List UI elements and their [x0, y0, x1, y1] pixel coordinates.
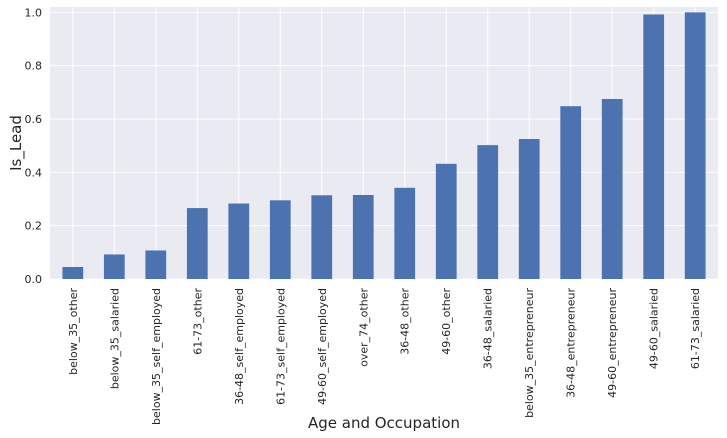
x-tick-label: 49-60_self_employed — [316, 288, 329, 405]
y-tick-labels: 0.0 0.2 0.4 0.6 0.8 1.0 — [25, 6, 43, 286]
bar-49-60_self_employed — [311, 195, 333, 279]
bar-49-60_other — [435, 163, 457, 279]
y-tick-label: 0.6 — [25, 113, 43, 126]
bar-61-73_other — [186, 208, 208, 279]
y-tick-label: 0.4 — [25, 166, 43, 179]
bar-36-48_salaried — [477, 145, 499, 279]
x-axis-label: Age and Occupation — [308, 414, 460, 432]
x-tick-labels: below_35_other below_35_salaried below_35_… — [67, 288, 702, 425]
x-tick-label: below_35_other — [67, 288, 80, 375]
x-tick-label: 36-48_other — [399, 288, 412, 355]
y-tick-label: 0.8 — [25, 60, 43, 73]
bar-49-60_salaried — [643, 14, 665, 279]
x-tick-label: 36-48_salaried — [482, 288, 495, 369]
bar-61-73_salaried — [684, 12, 706, 279]
x-tick-label: 36-48_self_employed — [233, 288, 246, 405]
x-tick-label: 49-60_entrepreneur — [606, 288, 619, 398]
bar-36-48_self_employed — [228, 203, 250, 279]
y-tick-label: 0.0 — [25, 273, 43, 286]
bars — [62, 12, 706, 279]
bar-below_35_entrepreneur — [518, 139, 540, 279]
x-tick-label: 49-60_salaried — [648, 288, 661, 369]
bar-36-48_other — [394, 187, 416, 279]
bar-below_35_salaried — [103, 254, 125, 279]
x-tick-label: 49-60_other — [440, 288, 453, 355]
x-tick-label: below_35_self_employed — [150, 288, 163, 425]
y-tick-label: 1.0 — [25, 6, 43, 19]
x-tick-label: below_35_entrepreneur — [523, 288, 536, 418]
x-tick-label: 61-73_other — [191, 288, 204, 355]
x-tick-label: over_74_other — [357, 288, 370, 367]
x-tick-label: 36-48_entrepreneur — [565, 288, 578, 398]
bar-over_74_other — [352, 195, 374, 279]
bar-36-48_entrepreneur — [560, 106, 582, 279]
x-tick-label: 61-73_salaried — [689, 288, 702, 369]
y-tick-label: 0.2 — [25, 220, 43, 233]
bar-49-60_entrepreneur — [601, 99, 623, 279]
bar-below_35_self_employed — [145, 250, 167, 279]
x-tick-label: below_35_salaried — [108, 288, 121, 389]
y-axis-label: Is_Lead — [7, 115, 26, 171]
x-tick-label: 61-73_self_employed — [274, 288, 287, 405]
bar-below_35_other — [62, 267, 84, 279]
bar-61-73_self_employed — [269, 200, 291, 279]
